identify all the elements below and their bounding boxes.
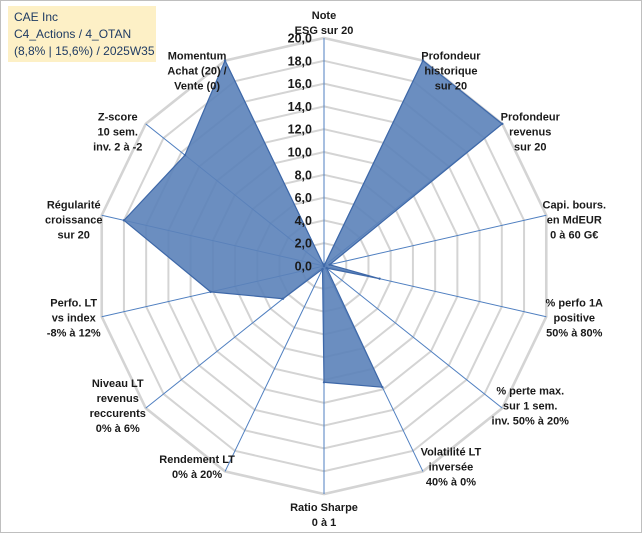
axis-label-line: croissance: [45, 215, 102, 227]
axis-label-line: Vente (0): [174, 80, 220, 92]
title-stats: (8,8% | 15,6%) / 2025W35: [14, 44, 155, 58]
axis-label-line: Achat (20) /: [167, 65, 226, 77]
axis-label-line: 50% à 80%: [546, 327, 602, 339]
axis-label-line: -8% à 12%: [47, 327, 101, 339]
tick-label: 10,0: [288, 146, 312, 160]
axis-label: Régularité croissance sur 20: [45, 200, 102, 242]
axis-label: % perte max. sur 1 sem. inv. 50% à 20%: [492, 386, 570, 428]
radar-series: [122, 59, 504, 389]
data-point: [381, 385, 384, 389]
axis-spoke: [323, 265, 503, 409]
axis-label-line: historique: [424, 65, 477, 77]
axis-label-line: inversée: [429, 462, 474, 474]
axis-spoke: [323, 214, 547, 267]
axis-label-line: 0% à 20%: [172, 469, 222, 481]
data-point: [223, 59, 227, 62]
axis-label: Profondeur revenus sur 20: [501, 111, 561, 153]
radial-tick-labels: 0,0 2,0 4,0 6,0 8,0 10,0 12,0 14,0 16,0 18,0 20,0: [288, 32, 312, 274]
axis-label-line: Profondeur: [421, 50, 481, 62]
tick-label: 12,0: [288, 123, 312, 137]
axis-label-line: Volatilité LT: [421, 447, 482, 459]
axis-label: Perfo. LT vs index -8% à 12%: [47, 297, 101, 339]
axis-label-line: en MdEUR: [547, 215, 602, 227]
tick-label: 0,0: [295, 260, 312, 274]
axis-label-line: revenus: [97, 393, 139, 405]
title-company: CAE Inc: [14, 10, 59, 24]
axis-label-line: positive: [553, 312, 595, 324]
axis-label-line: 40% à 0%: [426, 477, 476, 489]
axis-label-line: sur 20: [514, 141, 546, 153]
data-point: [328, 263, 331, 266]
data-point: [183, 153, 187, 157]
axis-label: Capi. bours. en MdEUR 0 à 60 G€: [543, 200, 607, 242]
data-point: [501, 122, 504, 126]
axis-label-line: reccurents: [90, 408, 146, 420]
data-point: [122, 219, 126, 222]
axis-label-line: Z-score: [98, 111, 138, 123]
axis-label: % perfo 1A positive 50% à 80%: [546, 297, 604, 339]
data-point: [209, 290, 212, 294]
axis-label-line: revenus: [509, 126, 551, 138]
title-box: CAE Inc C4_Actions / 4_OTAN (8,8% | 15,6…: [8, 6, 156, 62]
axis-label-line: inv. 2 à -2: [93, 141, 142, 153]
axis-label-line: sur 20: [58, 230, 90, 242]
axis-label-line: Capi. bours.: [543, 200, 607, 212]
data-point: [421, 59, 425, 62]
axis-label-line: % perfo 1A: [546, 297, 604, 309]
axis-label-line: sur 1 sem.: [503, 401, 557, 413]
axis-label: Momentum Achat (20) / Vente (0): [167, 50, 226, 92]
axis-label-line: Niveau LT: [92, 378, 144, 390]
axis-label: Z-score 10 sem. inv. 2 à -2: [93, 111, 142, 153]
tick-label: 4,0: [295, 214, 312, 228]
data-point: [322, 381, 326, 384]
tick-label: 2,0: [295, 237, 312, 251]
axis-label: Volatilité LT inversée 40% à 0%: [421, 447, 482, 489]
axis-labels: Note ESG sur 20 Profondeur historique sur 20…: [45, 10, 606, 529]
axis-label-line: Ratio Sharpe: [290, 502, 358, 514]
data-point: [281, 297, 285, 300]
tick-label: 16,0: [288, 77, 312, 91]
tick-label: 20,0: [288, 32, 312, 46]
axis-label-line: vs index: [52, 312, 97, 324]
axis-label-line: Note: [312, 10, 336, 22]
axis-label-line: inv. 50% à 20%: [492, 416, 570, 428]
axis-label-line: Momentum: [168, 50, 227, 62]
data-point: [378, 277, 381, 280]
title-category: C4_Actions / 4_OTAN: [14, 27, 132, 41]
axis-label: Niveau LT revenus reccurents 0% à 6%: [90, 378, 146, 435]
axis-label-line: 0 à 60 G€: [550, 230, 598, 242]
axis-label-line: 10 sem.: [98, 126, 138, 138]
axis-spoke: [224, 265, 325, 472]
axis-label-line: % perte max.: [496, 386, 564, 398]
tick-label: 6,0: [295, 191, 312, 205]
axis-label-line: Régularité: [47, 200, 101, 212]
tick-label: 14,0: [288, 100, 312, 114]
data-point: [325, 266, 328, 270]
data-point: [321, 267, 324, 271]
axis-label-line: 0% à 6%: [96, 423, 140, 435]
axis-label: Rendement LT 0% à 20%: [159, 454, 235, 481]
axis-label-line: sur 20: [435, 80, 467, 92]
axis-label: Profondeur historique sur 20: [421, 50, 481, 92]
axis-label: Ratio Sharpe 0 à 1: [290, 502, 358, 529]
tick-label: 18,0: [288, 54, 312, 68]
axis-label: Note ESG sur 20: [295, 10, 354, 37]
axis-label-line: Profondeur: [501, 111, 561, 123]
data-point: [322, 264, 326, 268]
axis-label-line: ESG sur 20: [295, 25, 354, 37]
axis-label-line: Rendement LT: [159, 454, 235, 466]
axis-label-line: Perfo. LT: [50, 297, 97, 309]
axis-label-line: 0 à 1: [312, 517, 336, 529]
tick-label: 8,0: [295, 168, 312, 182]
